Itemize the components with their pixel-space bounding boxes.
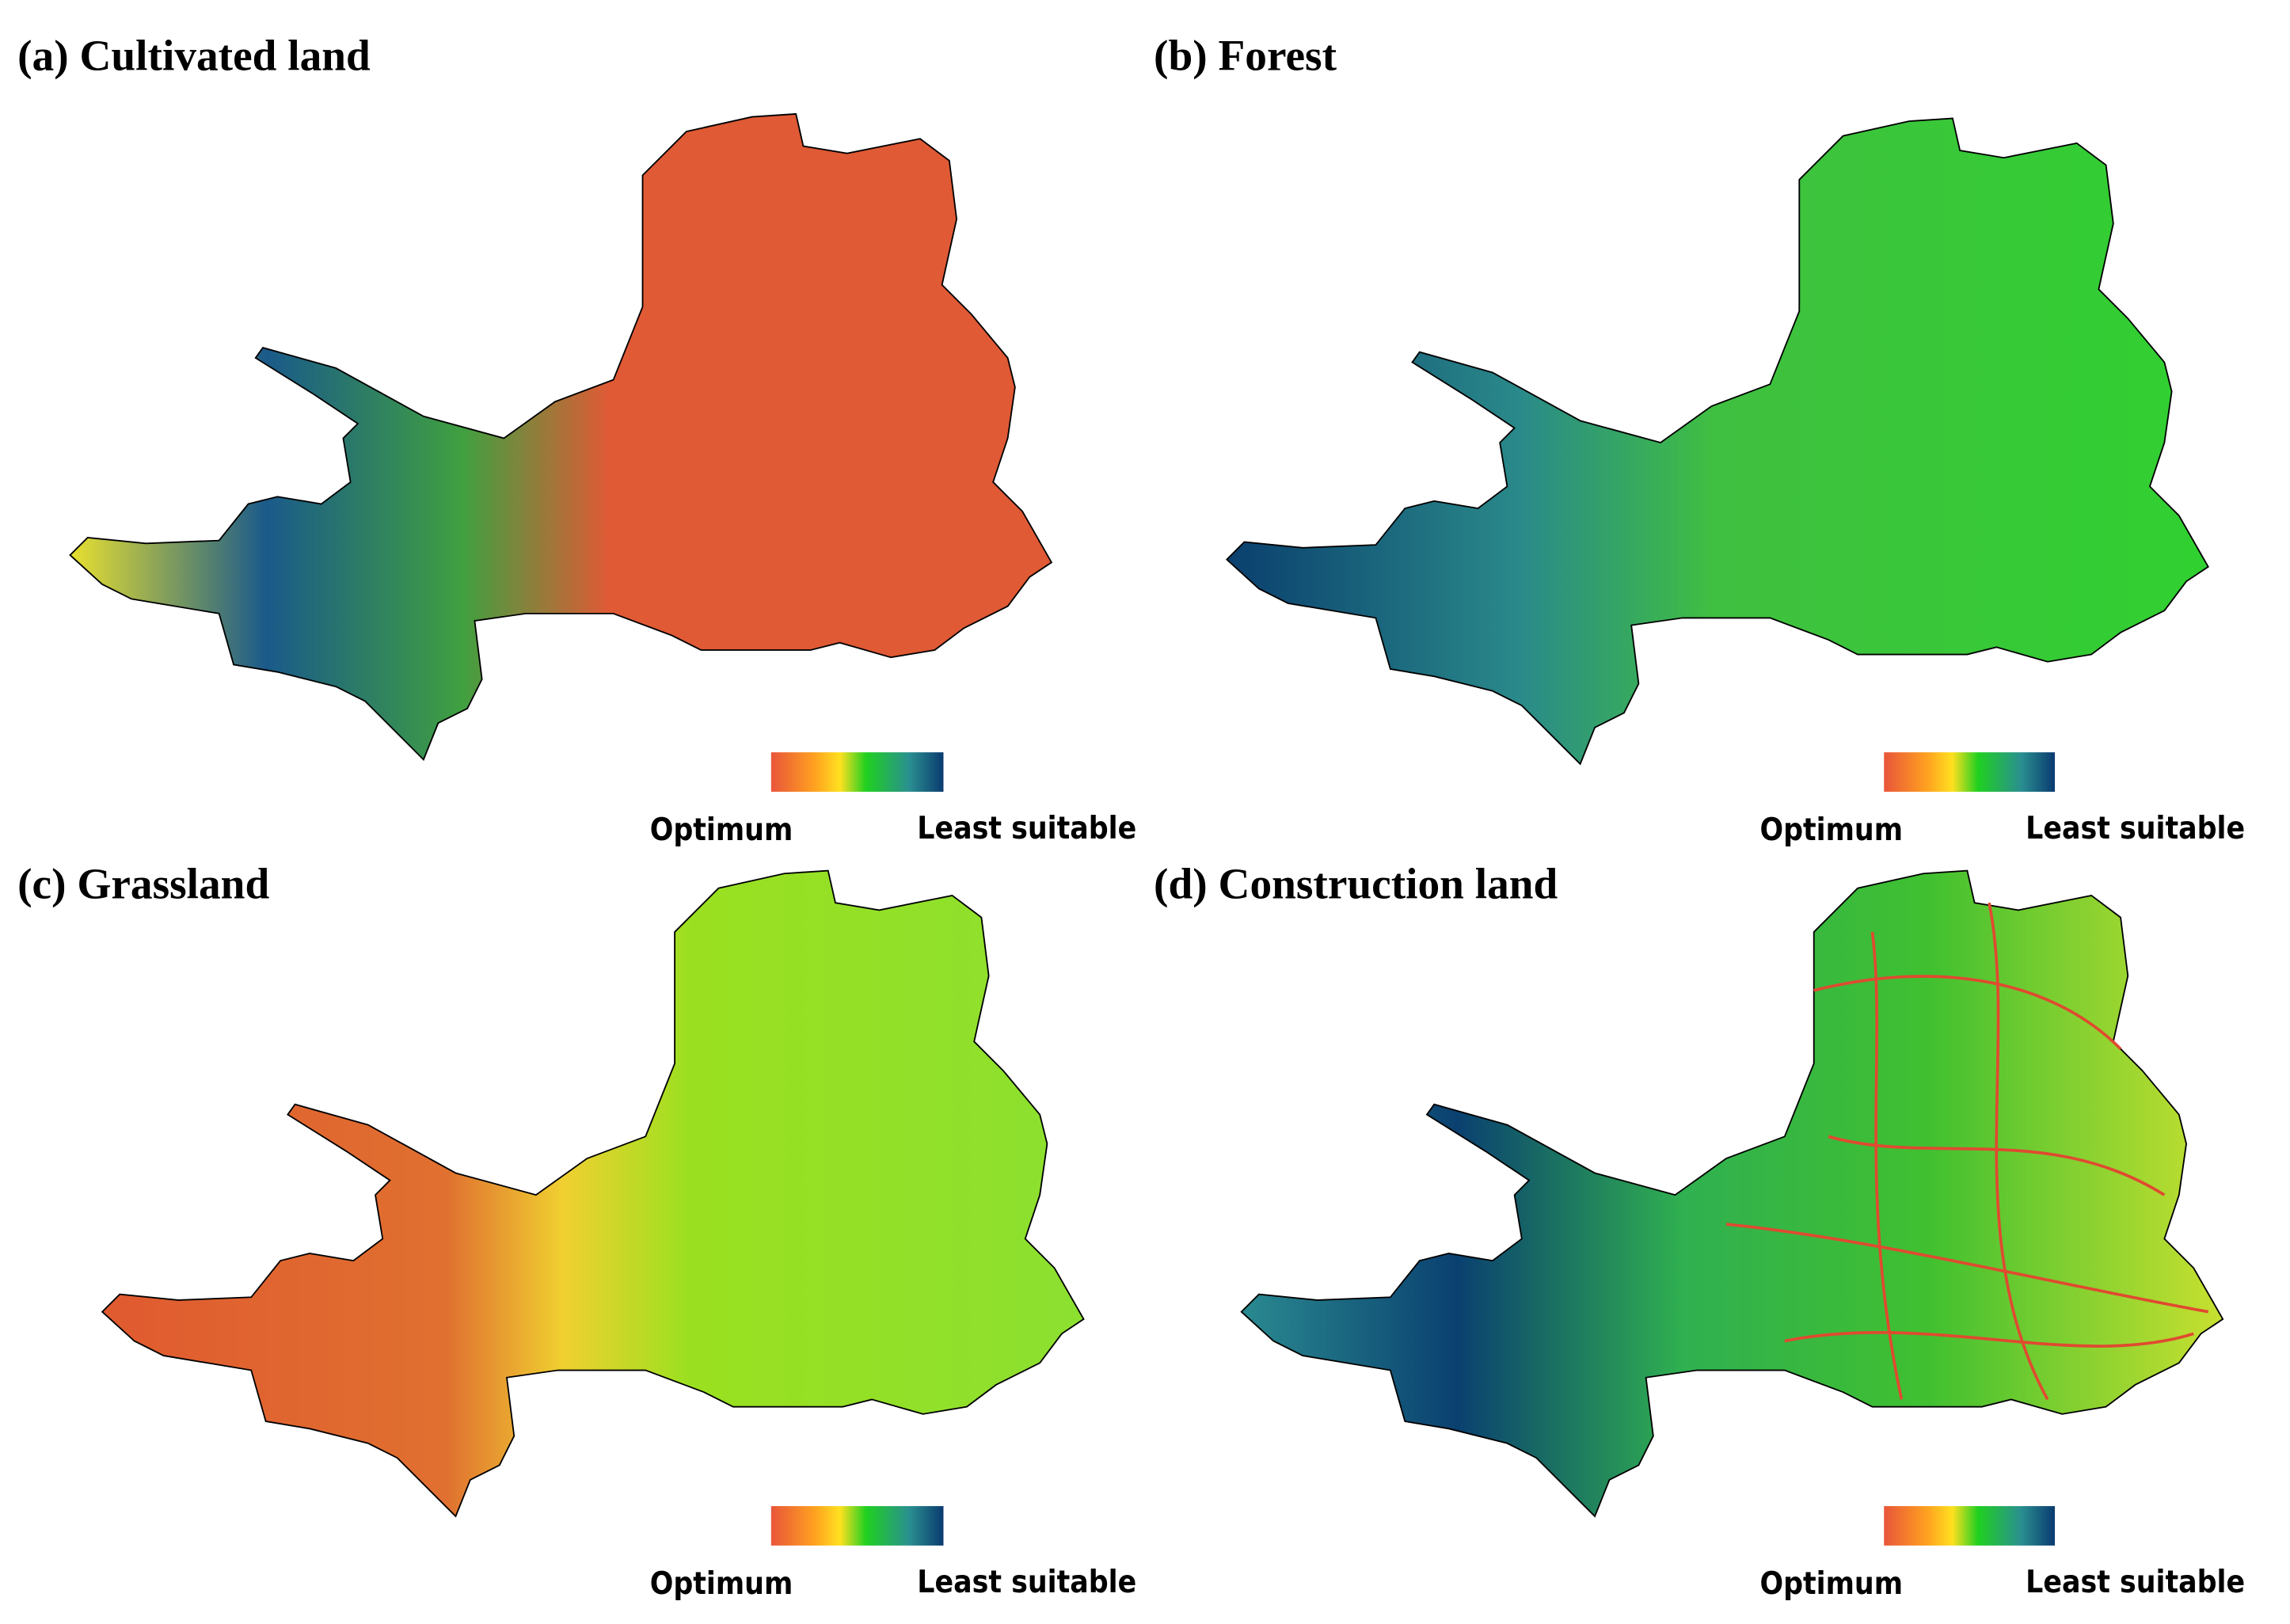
legend-low: Optimum: [1759, 1566, 1903, 1602]
panel-title: (d) Construction land: [1154, 860, 1558, 908]
legend-bar: [770, 1506, 944, 1546]
legend-low: Optimum: [650, 1566, 793, 1602]
map: [69, 112, 1052, 761]
legend-high: Least suitable: [2026, 811, 2245, 846]
legend-low: Optimum: [650, 812, 793, 848]
panel-title: (a) Cultivated land: [17, 32, 371, 80]
road-network: [1725, 902, 2209, 1401]
legend-bar: [770, 752, 944, 792]
panel-title: (c) Grassland: [17, 860, 269, 908]
legend-bar: [1884, 1506, 2056, 1546]
map: [1226, 117, 2209, 765]
legend-high: Least suitable: [917, 811, 1136, 846]
panel-title: (b) Forest: [1154, 32, 1337, 80]
legend-low: Optimum: [1759, 812, 1903, 848]
legend: Optimum Least suitable Optimum Least sui…: [650, 752, 2245, 1602]
map: [1240, 869, 2224, 1517]
legend-high: Least suitable: [917, 1565, 1136, 1600]
legend-high: Least suitable: [2026, 1565, 2245, 1600]
map: [101, 869, 1085, 1517]
legend-bar: [1884, 752, 2056, 792]
